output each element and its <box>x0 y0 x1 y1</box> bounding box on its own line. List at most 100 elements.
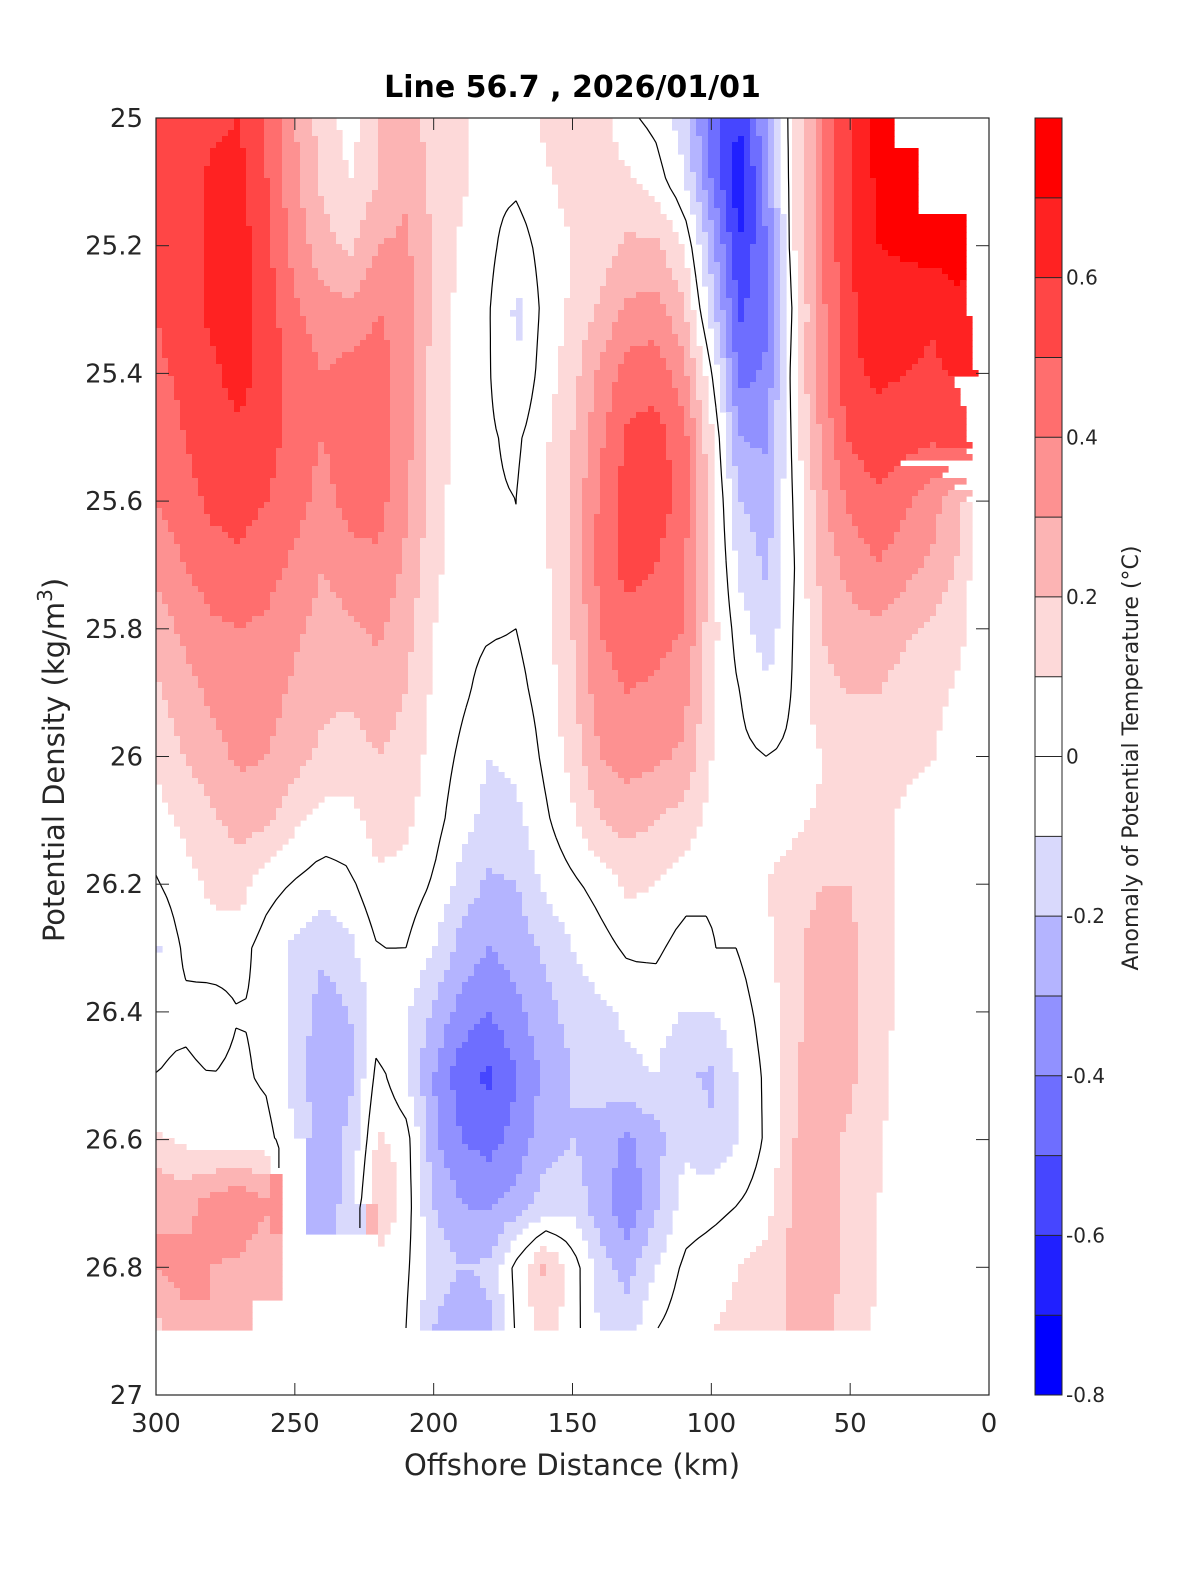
contour-fill-cell <box>948 586 967 593</box>
contour-fill-cell <box>930 340 937 347</box>
contour-fill-cell <box>414 430 427 437</box>
contour-fill-cell <box>720 274 727 281</box>
contour-fill-cell <box>306 328 373 335</box>
contour-fill-cell <box>924 562 955 569</box>
contour-fill-cell <box>840 304 859 311</box>
y-tick-label: 26.2 <box>85 870 143 900</box>
contour-fill-cell <box>288 220 307 227</box>
contour-fill-cell <box>918 358 943 365</box>
contour-fill-cell <box>516 316 523 323</box>
contour-fill-cell <box>774 154 781 161</box>
contour-fill-cell <box>714 1090 739 1097</box>
contour-fill-cell <box>840 292 859 299</box>
contour-fill-cell <box>414 994 439 1001</box>
contour-fill-cell <box>690 526 697 533</box>
contour-fill-cell <box>726 412 733 419</box>
contour-fill-cell <box>750 244 769 251</box>
contour-fill-cell <box>450 892 481 899</box>
contour-fill-cell <box>270 208 289 215</box>
contour-fill-cell <box>822 442 835 449</box>
contour-fill-cell <box>834 214 853 221</box>
contour-fill-cell <box>768 898 817 905</box>
contour-fill-cell <box>252 316 277 323</box>
y-tick-label: 25.4 <box>85 359 143 389</box>
contour-fill-cell <box>432 262 457 269</box>
contour-fill-cell <box>834 160 853 167</box>
contour-fill-cell <box>678 130 691 137</box>
contour-fill-cell <box>306 1090 355 1097</box>
contour-fill-cell <box>264 754 313 761</box>
contour-fill-cell <box>156 208 205 215</box>
contour-fill-cell <box>288 1012 313 1019</box>
contour-fill-cell <box>690 160 703 167</box>
contour-fill-cell <box>204 184 247 191</box>
contour-fill-cell <box>156 1216 193 1223</box>
contour-fill-cell <box>480 790 517 797</box>
contour-fill-cell <box>480 1078 493 1085</box>
contour-fill-cell <box>828 514 853 521</box>
contour-fill-cell <box>462 1138 505 1145</box>
contour-fill-cell <box>324 724 361 731</box>
contour-fill-cell <box>414 340 433 347</box>
contour-fill-cell <box>252 370 283 377</box>
contour-fill-cell <box>414 280 433 287</box>
contour-fill-cell <box>618 1276 631 1283</box>
contour-fill-cell <box>486 760 493 767</box>
contour-fill-cell <box>336 712 355 719</box>
contour-fill-cell <box>702 208 709 215</box>
contour-fill-cell <box>420 1300 445 1307</box>
contour-fill-cell <box>366 628 385 635</box>
contour-fill-cell <box>492 1150 529 1157</box>
contour-fill-cell <box>810 652 829 659</box>
contour-fill-cell <box>504 1030 529 1037</box>
contour-fill-cell <box>804 496 817 503</box>
contour-fill-cell <box>402 214 409 221</box>
contour-fill-cell <box>906 370 949 377</box>
contour-fill-cell <box>306 1180 343 1187</box>
contour-fill-cell <box>582 526 595 533</box>
contour-fill-cell <box>594 394 613 401</box>
contour-fill-cell <box>792 1138 841 1145</box>
contour-fill-cell <box>690 202 703 209</box>
contour-fill-cell <box>426 478 451 485</box>
contour-fill-cell <box>156 742 181 749</box>
contour-fill-cell <box>684 364 697 371</box>
contour-fill-cell <box>570 1090 709 1097</box>
contour-fill-cell <box>426 382 451 389</box>
contour-fill-cell <box>870 472 889 479</box>
contour-fill-cell <box>414 628 433 635</box>
contour-fill-cell <box>690 772 709 779</box>
contour-fill-cell <box>816 562 841 569</box>
contour-fill-cell <box>408 502 427 509</box>
contour-fill-cell <box>798 250 805 257</box>
contour-fill-cell <box>804 196 817 203</box>
contour-fill-cell <box>600 448 625 455</box>
contour-fill-cell <box>318 592 337 599</box>
contour-fill-cell <box>318 988 337 995</box>
contour-fill-cell <box>306 1078 355 1085</box>
contour-fill-cell <box>858 1000 895 1007</box>
contour-fill-cell <box>240 136 265 143</box>
contour-fill-cell <box>924 622 967 629</box>
contour-fill-cell <box>600 508 619 515</box>
contour-fill-cell <box>780 1036 805 1043</box>
contour-fill-cell <box>564 760 583 767</box>
contour-fill-cell <box>660 352 685 359</box>
contour-fill-cell <box>612 334 679 341</box>
contour-fill-cell <box>174 376 223 383</box>
contour-fill-cell <box>330 586 397 593</box>
contour-fill-cell <box>282 418 391 425</box>
contour-fill-cell <box>252 322 277 329</box>
contour-fill-cell <box>600 1228 625 1235</box>
contour-fill-cell <box>162 688 205 695</box>
contour-fill-cell <box>408 1018 427 1025</box>
contour-fill-cell <box>354 1042 367 1049</box>
contour-fill-cell <box>798 1090 853 1097</box>
contour-fill-cell <box>816 418 835 425</box>
contour-fill-cell <box>792 172 805 179</box>
contour-fill-cell <box>318 166 349 173</box>
contour-fill-cell <box>414 622 433 629</box>
contour-fill-cell <box>570 256 613 263</box>
contour-fill-cell <box>750 268 769 275</box>
contour-fill-cell <box>540 1066 571 1073</box>
